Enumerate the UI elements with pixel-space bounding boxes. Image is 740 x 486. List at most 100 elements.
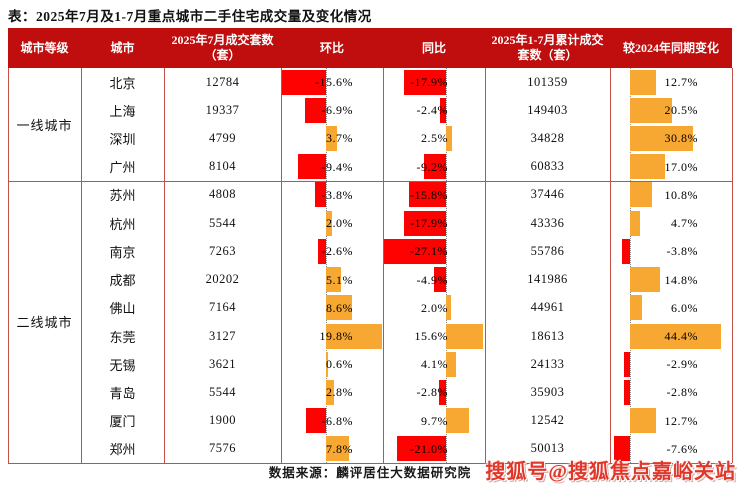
cumulative-volume-cell: 44961 xyxy=(530,300,565,315)
yoy-bar xyxy=(446,408,469,434)
table-column-divider xyxy=(8,68,9,463)
vs-bar xyxy=(630,408,657,434)
mom-value-label: 5.1% xyxy=(326,272,353,287)
mom-bar xyxy=(326,323,382,349)
city-cell: 深圳 xyxy=(109,132,136,148)
mom-value-label: -6.8% xyxy=(321,413,353,428)
city-cell: 杭州 xyxy=(109,216,136,232)
yoy-bar xyxy=(403,210,446,236)
july-volume-cell: 19337 xyxy=(205,102,240,117)
vs-bar xyxy=(630,295,643,321)
mom-value-label: 7.8% xyxy=(326,441,353,456)
yoy-value-label: -15.8% xyxy=(410,187,448,202)
mom-value-label: 2.0% xyxy=(326,216,353,231)
mom-bar xyxy=(297,154,326,180)
vs-value-label: 30.8% xyxy=(664,131,698,146)
mom-bar xyxy=(305,97,326,123)
table-header: 城市等级 城市 2025年7月成交套数（套） 环比 同比 2025年1-7月累计… xyxy=(8,28,732,68)
header-vs-2024: 较2024年同期变化 xyxy=(622,40,719,55)
header-city-tier: 城市等级 xyxy=(20,40,69,55)
header-city: 城市 xyxy=(110,40,135,55)
yoy-bar xyxy=(446,126,452,152)
tier-cell: 二线城市 xyxy=(16,315,73,331)
yoy-bar xyxy=(439,379,446,405)
header-cumulative: 2025年1-7月累计成交套数（套） xyxy=(491,33,604,62)
table-column-divider xyxy=(281,68,282,463)
table-column-divider xyxy=(164,68,165,463)
yoy-value-label: -4.9% xyxy=(416,272,448,287)
mom-bar xyxy=(282,69,326,95)
cumulative-volume-cell: 24133 xyxy=(530,356,565,371)
mom-bar xyxy=(326,267,342,293)
mom-value-label: -9.4% xyxy=(321,159,353,174)
july-volume-cell: 7263 xyxy=(209,243,236,258)
cumulative-volume-cell: 34828 xyxy=(530,131,565,146)
vs-bar xyxy=(630,154,665,180)
table-column-divider xyxy=(732,68,733,463)
july-volume-cell: 7164 xyxy=(209,300,236,315)
yoy-bar xyxy=(446,351,456,377)
yoy-value-label: 15.6% xyxy=(414,328,448,343)
mom-value-label: -15.6% xyxy=(315,75,353,89)
zero-baseline xyxy=(446,68,447,463)
city-cell: 东莞 xyxy=(109,329,136,345)
vs-value-label: 17.0% xyxy=(664,159,698,174)
city-cell: 无锡 xyxy=(109,357,136,373)
vs-bar xyxy=(630,267,661,293)
yoy-value-label: 9.7% xyxy=(421,413,448,428)
cumulative-volume-cell: 18613 xyxy=(530,328,565,343)
mom-value-label: 3.7% xyxy=(326,131,353,146)
mom-bar xyxy=(326,436,350,462)
vs-value-label: -7.6% xyxy=(666,441,698,456)
city-cell: 郑州 xyxy=(109,442,136,458)
cumulative-volume-cell: 55786 xyxy=(530,243,565,258)
vs-bar xyxy=(630,126,694,152)
vs-value-label: 12.7% xyxy=(664,413,698,428)
july-volume-cell: 20202 xyxy=(205,272,240,287)
vs-value-label: 12.7% xyxy=(664,75,698,89)
vs-value-label: 14.8% xyxy=(664,272,698,287)
cumulative-volume-cell: 35903 xyxy=(530,384,565,399)
zero-baseline xyxy=(326,68,327,463)
vs-bar xyxy=(614,436,630,462)
table-column-divider xyxy=(485,68,486,463)
yoy-bar xyxy=(434,267,446,293)
yoy-bar xyxy=(384,238,446,264)
vs-bar xyxy=(630,210,640,236)
yoy-value-label: 2.5% xyxy=(421,131,448,146)
header-july-volume: 2025年7月成交套数（套） xyxy=(171,33,274,62)
city-cell: 成都 xyxy=(109,273,136,289)
cumulative-volume-cell: 43336 xyxy=(530,215,565,230)
data-source: 数据来源：麟评居住大数据研究院 xyxy=(268,466,472,480)
yoy-bar xyxy=(446,295,451,321)
table-bottom-border xyxy=(8,463,732,464)
yoy-bar xyxy=(408,182,446,208)
yoy-value-label: -21.0% xyxy=(410,441,448,456)
yoy-bar xyxy=(446,323,483,349)
cumulative-volume-cell: 37446 xyxy=(530,187,565,202)
mom-bar xyxy=(326,379,335,405)
vs-bar xyxy=(630,97,673,123)
july-volume-cell: 8104 xyxy=(209,159,236,174)
city-cell: 广州 xyxy=(109,160,136,176)
yoy-value-label: 2.0% xyxy=(421,300,448,315)
mom-value-label: 2.8% xyxy=(326,385,353,400)
table-column-divider xyxy=(81,68,82,463)
vs-value-label: 10.8% xyxy=(664,187,698,202)
yoy-bar xyxy=(396,436,446,462)
yoy-value-label: -2.4% xyxy=(416,103,448,118)
tier-cell: 一线城市 xyxy=(16,117,73,133)
july-volume-cell: 3127 xyxy=(209,328,236,343)
vs-bar xyxy=(624,351,630,377)
yoy-value-label: 4.1% xyxy=(421,357,448,372)
cumulative-volume-cell: 50013 xyxy=(530,441,565,456)
vs-value-label: -2.8% xyxy=(666,385,698,400)
vs-value-label: 20.5% xyxy=(664,103,698,118)
figure-title: 表：2025年7月及1-7月重点城市二手住宅成交量及变化情况 xyxy=(8,9,372,24)
vs-value-label: -2.9% xyxy=(666,357,698,372)
watermark: 搜狐号@搜狐焦点嘉峪关站 xyxy=(485,461,736,483)
cumulative-volume-cell: 101359 xyxy=(527,74,568,89)
city-cell: 佛山 xyxy=(109,301,136,317)
